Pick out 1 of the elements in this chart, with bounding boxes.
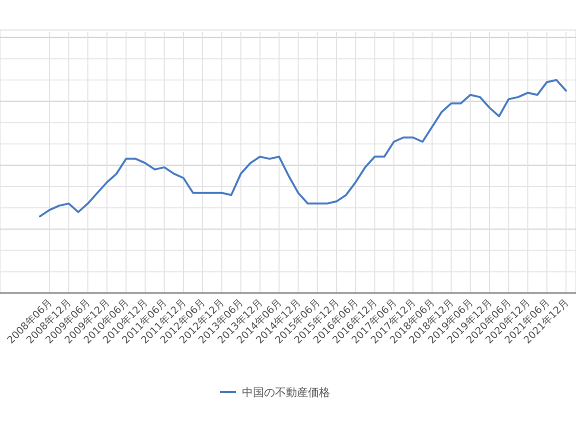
- legend-label: 中国の不動産価格: [242, 386, 330, 399]
